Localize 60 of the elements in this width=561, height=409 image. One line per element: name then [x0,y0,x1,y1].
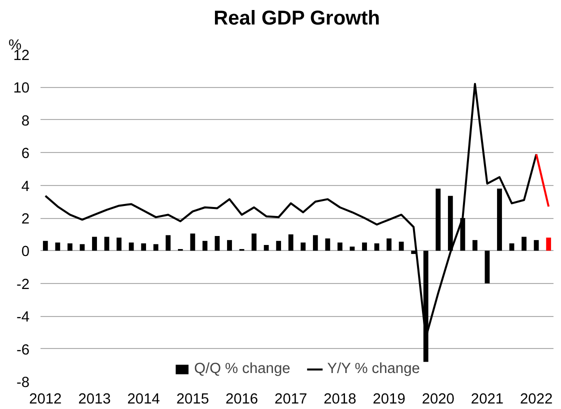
bar [153,244,158,251]
bar [546,238,552,251]
bar [214,236,220,251]
x-tick-label: 2012 [29,392,62,408]
bar [227,240,232,251]
y-tick-label: -4 [16,310,30,326]
bar [338,242,342,251]
y-tick-label: 4 [21,178,30,195]
x-tick-label: 2015 [176,392,209,408]
bar [128,242,134,251]
y-tick-label: 0 [21,244,30,260]
y-tick-label: 2 [21,212,30,228]
legend-label: Q/Q % change [194,361,290,377]
chart-title: Real GDP Growth [214,8,380,30]
bar [436,188,441,251]
bar [252,234,256,251]
bar [116,238,122,251]
bar [411,250,416,254]
x-tick-label: 2019 [372,392,406,408]
bar [484,250,490,284]
x-tick-label: 2017 [274,392,308,408]
y-tick-label: -2 [16,276,30,293]
bar [300,242,306,251]
bar [460,218,466,251]
bar [166,235,171,251]
x-tick-label: 2020 [422,392,454,408]
x-tick-label: 2022 [520,392,553,408]
x-tick-label: 2018 [324,392,356,408]
bar [55,242,60,251]
legend-label: Y/Y % change [327,361,420,377]
bar [350,246,355,251]
x-tick-label: 2014 [127,392,160,408]
y-tick-label: -8 [16,375,30,391]
bar [448,196,453,251]
bar [80,244,85,251]
bar [312,235,318,251]
bar [202,240,208,251]
bar [42,240,48,251]
bar [362,242,367,251]
x-tick-label: 2016 [225,392,258,408]
bar [522,236,526,251]
bar [264,244,269,251]
bar [398,242,404,251]
bar [68,243,72,251]
y-tick-label: 8 [21,113,30,130]
bar [497,188,502,251]
bar [288,234,294,251]
x-tick-label: 2013 [78,392,111,408]
bar [276,240,282,251]
y-tick-label: 6 [21,146,30,162]
y-tick-label: -6 [16,342,30,358]
bar [92,236,97,251]
bar [141,243,146,251]
bar [325,238,330,251]
bar [472,240,478,251]
bar [386,238,392,251]
bar [190,234,196,251]
y-tick-label: 10 [13,80,30,97]
bar [534,240,539,251]
x-tick-label: 2021 [470,392,504,408]
